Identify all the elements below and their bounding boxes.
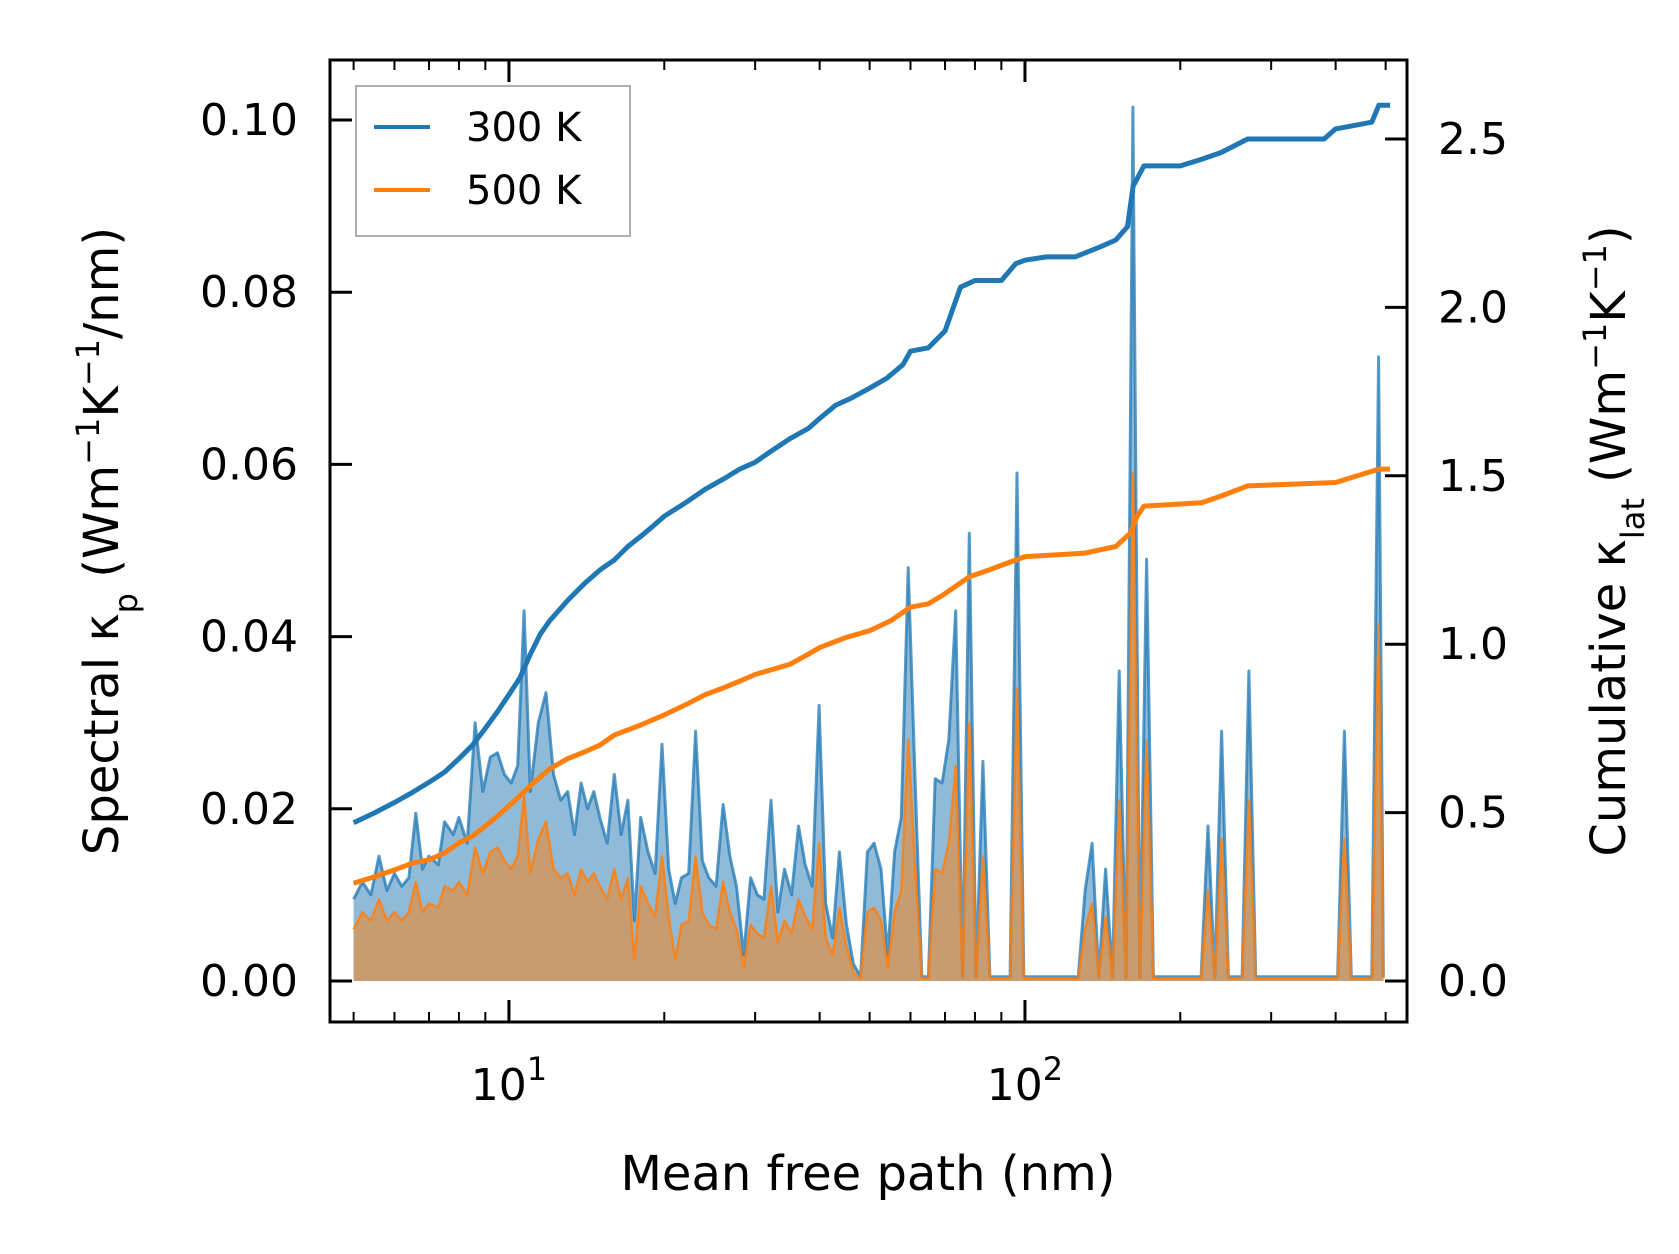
x-tick-label-base: 10	[987, 1060, 1043, 1111]
cumulative-line-500k	[352, 466, 1391, 886]
ylabel-left-main: Spectral κ	[74, 613, 130, 855]
y-axis-label-left: Spectral κp (Wm−1K−1/nm)	[69, 227, 145, 855]
legend-label-500k: 500 K	[466, 168, 583, 214]
y-right-tick-label: 2.5	[1438, 114, 1508, 165]
axis-ticks: 0.00 0.02 0.04 0.06 0.08 0.10 0.0 0.5 1.0 1.5 2.0 2…	[200, 60, 1508, 1111]
spectral-lines	[352, 105, 1385, 980]
y-left-tick-label: 0.08	[200, 267, 298, 318]
legend-label-300k: 300 K	[466, 105, 583, 151]
ylabel-left-sup2: −1	[69, 339, 107, 386]
y-right-tick-label: 0.5	[1438, 788, 1508, 839]
ylabel-left-sub: p	[107, 593, 145, 613]
x-tick-label-exponent: 2	[1043, 1050, 1063, 1088]
y-right-tick-label: 0.0	[1438, 956, 1508, 1007]
ylabel-right-unit-open: (Wm	[1581, 370, 1637, 498]
spectral-line-500k	[352, 471, 1385, 980]
ylabel-left-unit-open: (Wm	[74, 465, 130, 593]
y-right-tick-label: 2.0	[1438, 282, 1508, 333]
ylabel-right-mid: K	[1581, 290, 1637, 323]
x-tick-label: 102	[987, 1050, 1063, 1111]
y-left-tick-label: 0.02	[200, 784, 298, 835]
ylabel-right-unit-close: )	[1581, 225, 1637, 244]
x-tick-label-exponent: 1	[527, 1050, 547, 1088]
ylabel-left-mid: K	[74, 385, 130, 418]
plot-frame	[328, 58, 1409, 1024]
legend: 300 K 500 K	[355, 85, 631, 237]
x-tick-label: 101	[471, 1050, 547, 1111]
ylabel-right-sub: lat	[1614, 498, 1652, 539]
legend-box	[355, 85, 631, 237]
ylabel-right-sup1: −1	[1576, 323, 1614, 370]
y-axis-label-right: Cumulative κlat (Wm−1K−1)	[1576, 225, 1652, 856]
ylabel-left-sup1: −1	[69, 418, 107, 465]
y-left-tick-label: 0.00	[200, 956, 298, 1007]
ylabel-right-sup2: −1	[1576, 244, 1614, 291]
ylabel-left-unit-close: /nm)	[74, 227, 130, 339]
x-tick-label-base: 10	[471, 1060, 527, 1111]
spectral-area-500k	[353, 473, 1384, 981]
cumulative-line-300k	[352, 102, 1391, 825]
spectral-areas	[353, 107, 1384, 982]
ylabel-right-main: Cumulative κ	[1581, 539, 1637, 857]
x-axis-label: Mean free path (nm)	[621, 1146, 1116, 1202]
y-left-tick-label: 0.10	[200, 95, 298, 146]
y-left-tick-label: 0.04	[200, 612, 298, 663]
y-left-tick-label: 0.06	[200, 439, 298, 490]
y-right-tick-label: 1.0	[1438, 619, 1508, 670]
cumulative-lines	[352, 102, 1391, 886]
y-right-tick-label: 1.5	[1438, 451, 1508, 502]
